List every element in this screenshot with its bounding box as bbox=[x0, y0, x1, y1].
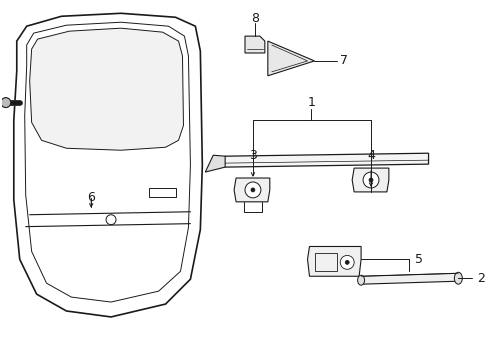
Bar bbox=[315, 253, 337, 271]
Polygon shape bbox=[244, 36, 264, 53]
Circle shape bbox=[362, 172, 378, 188]
Circle shape bbox=[368, 178, 372, 182]
Circle shape bbox=[106, 215, 116, 225]
Polygon shape bbox=[267, 41, 314, 76]
Text: 2: 2 bbox=[476, 272, 484, 285]
Text: 3: 3 bbox=[248, 149, 256, 162]
Polygon shape bbox=[30, 28, 183, 150]
Circle shape bbox=[1, 98, 11, 108]
Circle shape bbox=[345, 260, 348, 264]
Ellipse shape bbox=[357, 275, 364, 285]
Circle shape bbox=[250, 188, 254, 192]
Text: 1: 1 bbox=[307, 96, 315, 109]
Polygon shape bbox=[14, 13, 202, 317]
Text: 5: 5 bbox=[414, 253, 422, 266]
Text: 8: 8 bbox=[250, 12, 258, 25]
Polygon shape bbox=[234, 178, 269, 202]
Polygon shape bbox=[218, 153, 427, 167]
Polygon shape bbox=[351, 168, 388, 192]
Polygon shape bbox=[360, 273, 457, 284]
Text: 7: 7 bbox=[340, 54, 347, 67]
Circle shape bbox=[340, 255, 353, 269]
Text: 6: 6 bbox=[87, 192, 95, 204]
Text: 4: 4 bbox=[366, 149, 374, 162]
Circle shape bbox=[244, 182, 260, 198]
Ellipse shape bbox=[453, 272, 461, 284]
Polygon shape bbox=[205, 155, 224, 172]
Polygon shape bbox=[148, 188, 175, 197]
Polygon shape bbox=[307, 247, 360, 276]
